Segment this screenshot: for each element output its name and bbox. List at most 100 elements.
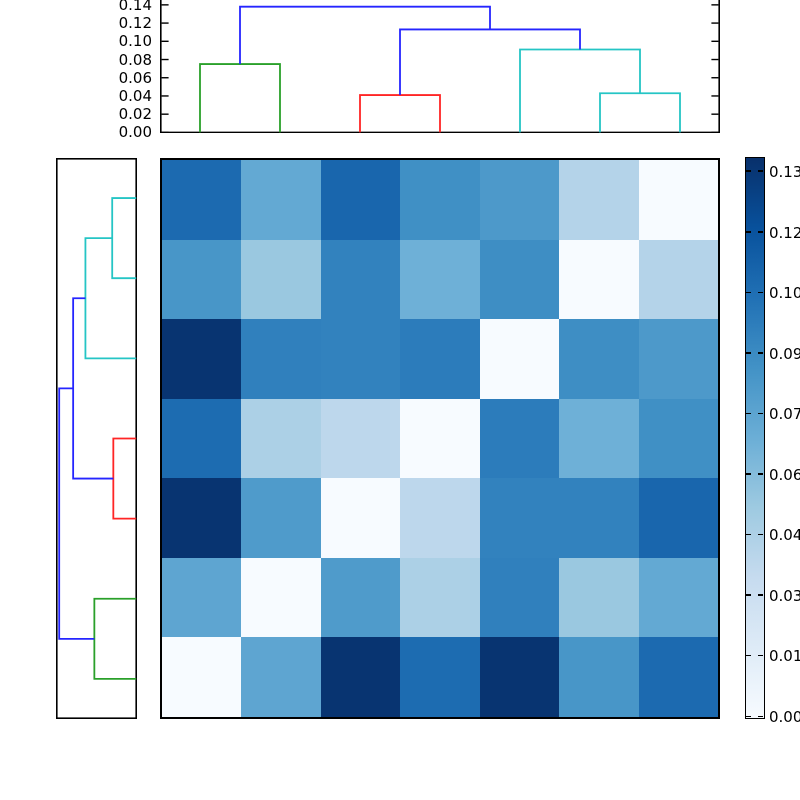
- heatmap-cell: [162, 637, 241, 717]
- heatmap-cell: [480, 637, 559, 717]
- top-axis-tick-label: 0.02: [88, 104, 152, 124]
- colorbar-tick-label: 0.04: [769, 525, 800, 545]
- heatmap-cell: [162, 399, 241, 479]
- colorbar-tick: [758, 413, 763, 415]
- heatmap-cell: [559, 319, 638, 399]
- colorbar-tick: [758, 473, 763, 475]
- heatmap-cell: [162, 160, 241, 240]
- heatmap-cell: [162, 478, 241, 558]
- heatmap-cell: [321, 558, 400, 638]
- dendrogram-link-blue: [59, 388, 94, 638]
- colorbar-tick-label: 0.10: [769, 283, 800, 303]
- dendrogram-link-cyan: [520, 49, 640, 132]
- heatmap-cell: [241, 399, 320, 479]
- colorbar-tick-label: 0.00: [769, 707, 800, 727]
- top-axis-tick-label: 0.10: [88, 31, 152, 51]
- colorbar-tick-label: 0.01: [769, 646, 800, 666]
- heatmap-cell: [162, 558, 241, 638]
- dendrogram-link-blue: [400, 29, 580, 95]
- colorbar-tick-label: 0.06: [769, 465, 800, 485]
- colorbar-tick: [746, 170, 751, 172]
- heatmap-cell: [400, 160, 479, 240]
- heatmap-cell: [400, 319, 479, 399]
- heatmap-cell: [559, 399, 638, 479]
- heatmap-cell: [400, 399, 479, 479]
- heatmap-cell: [321, 637, 400, 717]
- heatmap-cell: [639, 558, 718, 638]
- heatmap-cell: [639, 240, 718, 320]
- heatmap-cell: [400, 637, 479, 717]
- heatmap-cell: [400, 478, 479, 558]
- top-axis-tick-label: 0.04: [88, 86, 152, 106]
- heatmap-cell: [480, 319, 559, 399]
- colorbar-tick-label: 0.09: [769, 344, 800, 364]
- heatmap-cell: [241, 558, 320, 638]
- colorbar-tick-label: 0.07: [769, 404, 800, 424]
- colorbar-tick: [746, 716, 751, 718]
- heatmap-cell: [480, 558, 559, 638]
- left-dendrogram: [56, 158, 137, 719]
- colorbar-tick: [746, 655, 751, 657]
- heatmap-cell: [400, 558, 479, 638]
- heatmap-cell: [639, 637, 718, 717]
- heatmap-cell: [480, 478, 559, 558]
- top-axis-tick-label: 0.12: [88, 13, 152, 33]
- heatmap-cell: [480, 160, 559, 240]
- dendrogram-link-green: [200, 64, 280, 132]
- dendrogram-link-blue: [240, 7, 490, 64]
- colorbar-tick: [746, 473, 751, 475]
- heatmap-cell: [559, 637, 638, 717]
- heatmap-cell: [400, 240, 479, 320]
- top-axis-tick-label: 0.14: [88, 0, 152, 15]
- colorbar-tick: [746, 594, 751, 596]
- colorbar-tick: [758, 231, 763, 233]
- heatmap-cell: [639, 399, 718, 479]
- dendrogram-link-blue: [73, 298, 113, 478]
- heatmap-cell: [321, 240, 400, 320]
- heatmap-cell: [162, 319, 241, 399]
- dendrogram-link-cyan: [600, 93, 680, 132]
- heatmap-cell: [321, 478, 400, 558]
- colorbar-tick: [758, 170, 763, 172]
- heatmap-cell: [559, 240, 638, 320]
- colorbar-tick: [758, 292, 763, 294]
- heatmap-cell: [559, 478, 638, 558]
- top-dendrogram: [160, 0, 720, 133]
- colorbar-tick: [758, 352, 763, 354]
- heatmap-cell: [241, 160, 320, 240]
- heatmap-cell: [241, 240, 320, 320]
- heatmap-cell: [559, 160, 638, 240]
- heatmap-cell: [241, 319, 320, 399]
- colorbar-tick: [758, 716, 763, 718]
- colorbar-tick: [746, 292, 751, 294]
- heatmap-cell: [480, 240, 559, 320]
- colorbar-tick: [746, 231, 751, 233]
- heatmap-cell: [162, 240, 241, 320]
- heatmap-cell: [480, 399, 559, 479]
- top-axis-tick-label: 0.06: [88, 68, 152, 88]
- colorbar-tick-label: 0.12: [769, 223, 800, 243]
- colorbar-tick-label: 0.03: [769, 586, 800, 606]
- colorbar-tick: [746, 534, 751, 536]
- dendrogram-link-green: [94, 599, 136, 679]
- clustermap-figure: 0.000.020.040.060.080.100.120.14 0.000.0…: [0, 0, 800, 800]
- heatmap-cell: [241, 478, 320, 558]
- colorbar-tick: [746, 413, 751, 415]
- top-axis-tick-label: 0.08: [88, 50, 152, 70]
- heatmap-cell: [321, 160, 400, 240]
- colorbar-tick: [758, 655, 763, 657]
- heatmap-cell: [241, 637, 320, 717]
- colorbar-tick-label: 0.13: [769, 162, 800, 182]
- heatmap-cell: [321, 399, 400, 479]
- dendrogram-link-red: [113, 438, 136, 518]
- colorbar-tick: [746, 352, 751, 354]
- heatmap-cell: [639, 319, 718, 399]
- colorbar-tick: [758, 594, 763, 596]
- top-axis-tick-label: 0.00: [88, 122, 152, 142]
- heatmap-cell: [321, 319, 400, 399]
- heatmap-cell: [559, 558, 638, 638]
- dendrogram-link-cyan: [85, 238, 136, 358]
- dendrogram-link-cyan: [112, 198, 136, 278]
- colorbar-tick: [758, 534, 763, 536]
- heatmap-cell: [639, 160, 718, 240]
